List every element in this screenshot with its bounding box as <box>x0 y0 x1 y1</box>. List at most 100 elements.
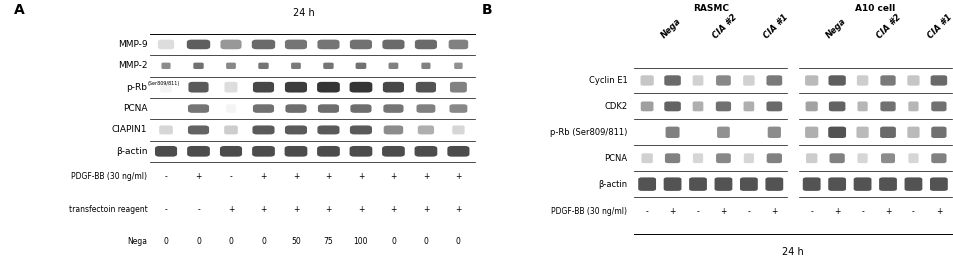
Text: CIA #2: CIA #2 <box>710 13 738 40</box>
FancyBboxPatch shape <box>742 102 754 111</box>
Text: 0: 0 <box>294 269 298 270</box>
FancyBboxPatch shape <box>224 82 237 93</box>
Text: PCNA: PCNA <box>603 154 626 163</box>
FancyBboxPatch shape <box>383 104 403 113</box>
FancyBboxPatch shape <box>415 40 436 49</box>
Text: +: + <box>455 172 461 181</box>
FancyBboxPatch shape <box>253 126 274 134</box>
FancyBboxPatch shape <box>421 63 430 69</box>
FancyBboxPatch shape <box>252 146 274 157</box>
Text: +: + <box>390 172 396 181</box>
Text: β-actin: β-actin <box>598 180 626 189</box>
FancyBboxPatch shape <box>349 82 372 93</box>
FancyBboxPatch shape <box>881 153 894 163</box>
Text: +: + <box>720 207 726 217</box>
FancyBboxPatch shape <box>907 153 918 163</box>
FancyBboxPatch shape <box>906 127 919 138</box>
Text: +: + <box>883 207 890 217</box>
FancyBboxPatch shape <box>448 40 468 49</box>
FancyBboxPatch shape <box>664 153 679 163</box>
Text: PDGF-BB (30 ng/ml): PDGF-BB (30 ng/ml) <box>71 172 148 181</box>
Text: β-actin: β-actin <box>116 147 148 156</box>
Text: 0: 0 <box>423 237 428 246</box>
Text: +: + <box>260 172 267 181</box>
FancyBboxPatch shape <box>663 177 680 191</box>
Text: +: + <box>357 172 364 181</box>
FancyBboxPatch shape <box>716 75 730 86</box>
FancyBboxPatch shape <box>350 126 372 134</box>
FancyBboxPatch shape <box>765 102 781 111</box>
Text: CIAPIN1: CIAPIN1 <box>112 126 148 134</box>
FancyBboxPatch shape <box>154 146 177 157</box>
Text: 0: 0 <box>456 237 460 246</box>
FancyBboxPatch shape <box>447 146 469 157</box>
FancyBboxPatch shape <box>226 104 235 113</box>
Text: +: + <box>422 205 429 214</box>
FancyBboxPatch shape <box>827 127 845 138</box>
FancyBboxPatch shape <box>349 146 372 157</box>
FancyBboxPatch shape <box>930 127 945 138</box>
FancyBboxPatch shape <box>382 40 404 49</box>
Text: +: + <box>325 172 332 181</box>
FancyBboxPatch shape <box>226 63 235 69</box>
FancyBboxPatch shape <box>285 126 307 134</box>
FancyBboxPatch shape <box>350 40 372 49</box>
Text: p-Rb: p-Rb <box>127 83 148 92</box>
FancyBboxPatch shape <box>253 82 274 93</box>
Text: 24 h: 24 h <box>781 247 803 258</box>
Text: 100: 100 <box>354 237 368 246</box>
Text: 0: 0 <box>391 237 395 246</box>
FancyBboxPatch shape <box>767 127 781 138</box>
Text: +: + <box>669 207 675 217</box>
FancyBboxPatch shape <box>856 127 868 138</box>
Text: CIA #2: CIA #2 <box>875 13 902 40</box>
Text: 0: 0 <box>196 237 201 246</box>
FancyBboxPatch shape <box>355 63 366 69</box>
Text: Cyclin E1: Cyclin E1 <box>588 76 626 85</box>
Text: +: + <box>195 172 201 181</box>
FancyBboxPatch shape <box>903 177 922 191</box>
Text: -: - <box>165 205 167 214</box>
Text: 0: 0 <box>163 237 169 246</box>
FancyBboxPatch shape <box>454 63 462 69</box>
Text: +: + <box>422 172 429 181</box>
Text: MMP-2: MMP-2 <box>118 61 148 70</box>
Text: +: + <box>390 205 396 214</box>
FancyBboxPatch shape <box>285 82 307 93</box>
Text: -: - <box>747 207 749 217</box>
Text: +: + <box>357 205 364 214</box>
FancyBboxPatch shape <box>715 102 730 111</box>
FancyBboxPatch shape <box>382 82 403 93</box>
Text: 50: 50 <box>291 237 300 246</box>
Text: 75: 75 <box>420 269 431 270</box>
FancyBboxPatch shape <box>291 63 300 69</box>
Text: RASMC: RASMC <box>692 4 728 13</box>
Text: A: A <box>14 3 25 17</box>
FancyBboxPatch shape <box>828 153 843 163</box>
FancyBboxPatch shape <box>258 63 269 69</box>
Text: 0: 0 <box>229 269 233 270</box>
Text: -: - <box>696 207 699 217</box>
FancyBboxPatch shape <box>416 104 435 113</box>
FancyBboxPatch shape <box>857 153 867 163</box>
FancyBboxPatch shape <box>252 40 274 49</box>
FancyBboxPatch shape <box>714 177 732 191</box>
FancyBboxPatch shape <box>449 104 467 113</box>
FancyBboxPatch shape <box>805 153 817 163</box>
FancyBboxPatch shape <box>220 146 242 157</box>
FancyBboxPatch shape <box>804 102 817 111</box>
FancyBboxPatch shape <box>316 146 339 157</box>
Text: 0: 0 <box>196 269 201 270</box>
FancyBboxPatch shape <box>188 104 209 113</box>
FancyBboxPatch shape <box>853 177 870 191</box>
FancyBboxPatch shape <box>743 153 753 163</box>
Text: MMP-9: MMP-9 <box>117 40 148 49</box>
FancyBboxPatch shape <box>929 177 946 191</box>
Text: CIA #1: CIA #1 <box>121 269 148 270</box>
Text: +: + <box>770 207 777 217</box>
FancyBboxPatch shape <box>189 82 209 93</box>
FancyBboxPatch shape <box>880 102 895 111</box>
FancyBboxPatch shape <box>415 146 436 157</box>
FancyBboxPatch shape <box>828 102 844 111</box>
FancyBboxPatch shape <box>640 102 653 111</box>
